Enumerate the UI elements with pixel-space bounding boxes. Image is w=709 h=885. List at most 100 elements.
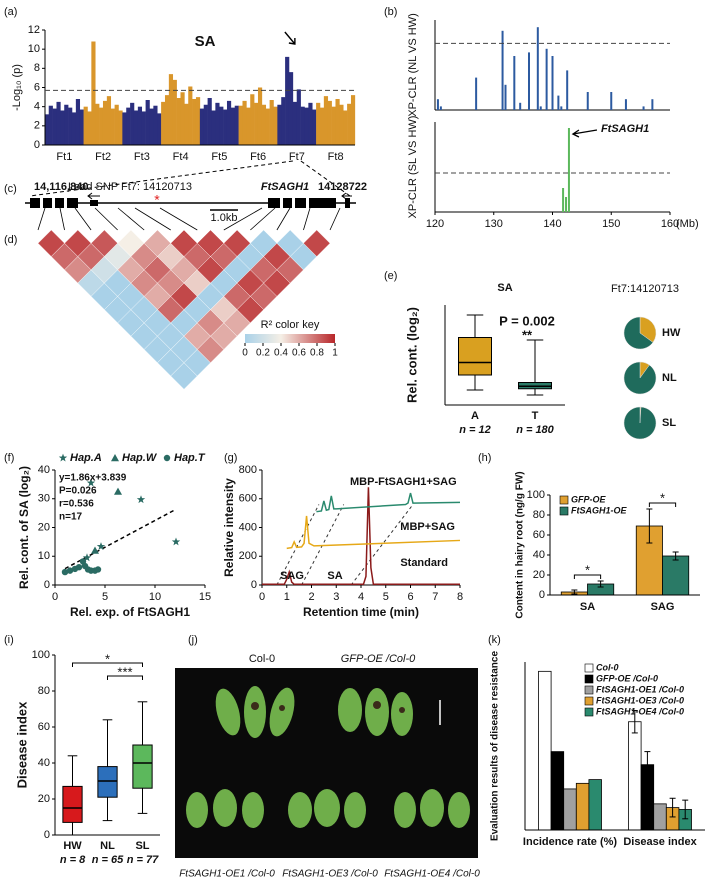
x-tick-label: 120 [426,218,444,230]
y-axis-label: Rel. cont. (log₂) [404,307,419,403]
x-tick-label: A [471,410,479,422]
key-tick-label: 0.6 [292,348,306,359]
bar [566,70,569,110]
leaf [448,792,470,828]
leaves [186,686,470,828]
annotation: SAG [280,570,304,582]
y-tick-label: 800 [239,464,257,476]
panel-label: (b) [384,6,397,18]
leaf [391,692,413,736]
y-tick-label: 60 [38,721,50,733]
legend-swatch [584,707,594,717]
bar [436,99,439,110]
x-tick-label: 15 [199,591,211,603]
bar [563,788,577,831]
y-tick-label: 10 [38,550,50,562]
leaf [365,688,389,736]
x-tick-label: SAG [651,601,675,613]
y-tick-label: 40 [533,549,545,561]
x-tick-label: 7 [432,591,438,603]
legend-swatch [559,495,569,505]
photo-label: GFP-OE /Col-0 [341,653,416,665]
annotation: *** [117,664,132,679]
chart-title: Ft7:14120713 [611,283,679,295]
annotation: * [585,562,590,577]
x-axis-label: Retention time (min) [303,605,419,619]
legend-symbol [163,454,171,462]
annotation: FtSAGH1 [601,123,649,135]
y-tick-label: 200 [239,550,257,562]
leaf [244,686,266,738]
y-tick-label: 80 [38,685,50,697]
x-tick-label: Ft7 [289,151,305,163]
bar [557,95,560,110]
y-tick-label: 10 [28,43,40,55]
legend-label: Hap.W [122,452,158,464]
x-tick-label: HW [63,840,82,852]
panel-label: (i) [4,634,14,646]
bar [536,27,539,111]
guide-line [350,504,414,586]
snp-link [74,207,92,231]
x-tick-label: Incidence rate (%) [523,836,617,848]
x-tick-label: SA [580,601,595,613]
lesion [399,707,405,713]
point [96,542,106,551]
ld-cell [303,229,331,257]
exon [268,198,336,208]
leaf [242,792,264,828]
panel-label: (e) [384,270,397,282]
leaf [269,687,295,737]
y-tick-label: 0 [44,829,50,841]
box [132,744,153,789]
annotation: * [105,651,110,666]
legend-symbol [58,453,68,462]
panel-label: (j) [188,634,198,646]
snp-link [59,207,65,231]
panel-label: (f) [4,452,14,464]
key-tick-label: 1 [332,348,338,359]
significance-bracket [648,502,677,507]
box [62,785,83,823]
lesions [251,701,405,713]
photo-label: FtSAGH1-OE3 /Col-0 [282,869,378,880]
bar [519,102,522,110]
x-tick-label: 2 [308,591,314,603]
bar [513,56,516,110]
y-tick-label: 400 [239,521,257,533]
lead-snp-label: Lead SNP Ft7: 14120713 [68,181,192,193]
snp-link [117,207,145,231]
bar [610,92,613,110]
x-tick-label: Ft2 [95,151,111,163]
chart-title: SA [195,33,216,50]
y-tick-label: 4 [34,101,40,113]
x-tick-label: Ft1 [56,151,72,163]
panel-label: (a) [4,6,17,18]
bar [538,670,552,831]
y-tick-label: 100 [527,489,545,501]
x-tick-label: 5 [383,591,389,603]
y-tick-label: 30 [38,493,50,505]
start-coordinate: 14,116,840 [34,181,88,193]
y-tick-label: 0 [539,589,545,601]
panel-label: (k) [488,634,501,646]
point [94,566,102,573]
legend-label: FtSAGH1-OE3 /Col-0 [596,695,684,705]
snp-link [159,207,198,231]
y-tick-label: 6 [34,81,40,93]
series-label: Standard [400,557,448,569]
y-tick-label: 0 [44,579,50,591]
bar [504,84,507,110]
y-tick-label: 2 [34,120,40,132]
legend-label: Col-0 [596,662,619,672]
x-tick-label: 0 [52,591,58,603]
x-tick-label: Ft5 [211,151,227,163]
bar [551,56,554,110]
photo-label: FtSAGH1-OE1 /Col-0 [179,869,275,880]
point [61,568,69,576]
x-tick-label: 6 [407,591,413,603]
y-tick-label: 20 [38,793,50,805]
n-label: n = 77 [127,854,159,866]
lesion [373,701,381,709]
x-tick-label: T [532,410,539,422]
